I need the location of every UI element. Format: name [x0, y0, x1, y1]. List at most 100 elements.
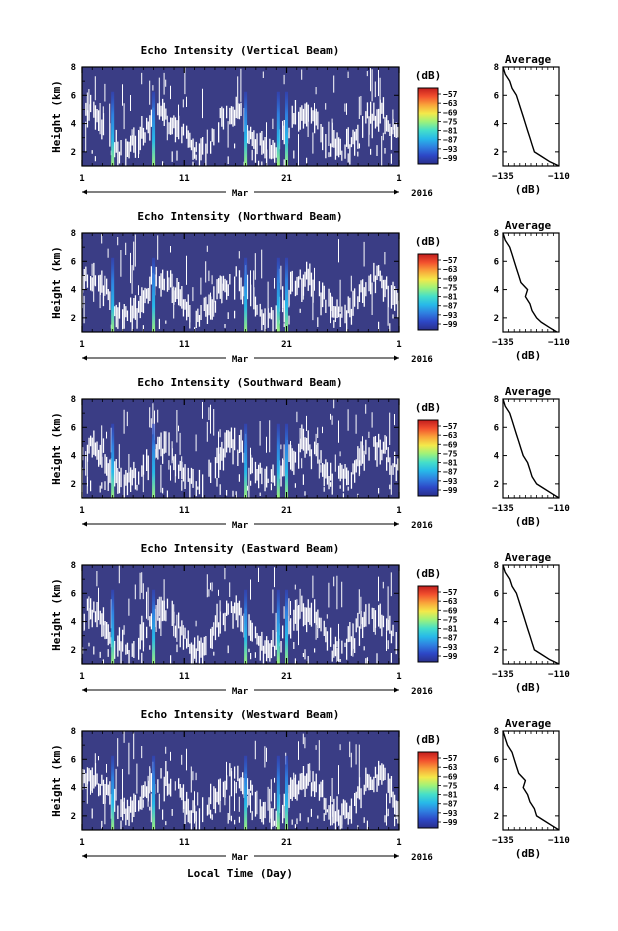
month-label-bg	[226, 519, 254, 529]
average-profile-line	[502, 730, 560, 831]
bright-echo-streak	[152, 589, 156, 664]
colorbar-tick-label: −81	[443, 127, 458, 136]
panel-title: Echo Intensity (Southward Beam)	[137, 376, 342, 389]
y-tick-label: 2	[71, 480, 76, 490]
x-ticks	[81, 233, 400, 332]
x-tick-label: 11	[179, 506, 190, 516]
colorbar-tick-label: −57	[443, 754, 458, 763]
average-y-tick-label: 8	[494, 561, 499, 571]
average-x-label: (dB)	[515, 847, 542, 860]
bright-echo-streak	[244, 589, 248, 664]
y-axis-label: Height (km)	[50, 578, 63, 651]
bright-echo-streak	[111, 755, 115, 830]
y-tick-label: 4	[71, 452, 77, 462]
average-profile-line	[502, 66, 560, 167]
average-profile: Average −135 −110 2 4 6 8 (dB)	[492, 385, 570, 528]
y-tick-label: 2	[71, 148, 76, 158]
average-y-tick-label: 6	[494, 257, 499, 267]
average-y-tick-label: 2	[494, 646, 499, 656]
colorbar-tick-label: −75	[443, 117, 458, 126]
x-tick-label: 1	[396, 340, 401, 350]
bright-echo-streak	[285, 423, 289, 498]
panel-title: Echo Intensity (Northward Beam)	[137, 210, 342, 223]
month-label-bg	[226, 187, 254, 197]
colorbar-tick-label: −99	[443, 486, 458, 495]
colorbar-tick-label: −93	[443, 311, 458, 320]
average-y-tick-label: 8	[494, 727, 499, 737]
average-y-tick-label: 4	[494, 120, 500, 130]
bright-echo-streak	[111, 257, 115, 332]
x-tick-label: 1	[79, 672, 84, 682]
bright-echo-streak	[152, 755, 156, 830]
average-y-tick-label: 6	[494, 423, 499, 433]
colorbar-tick-label: −99	[443, 320, 458, 329]
colorbar-unit: (dB)	[415, 567, 442, 580]
average-x-tick-label: −110	[548, 504, 570, 514]
average-x-tick-label: −135	[492, 338, 514, 348]
panel-3: Echo Intensity (Southward Beam)1 11 21 1Mar…	[50, 376, 570, 531]
average-profile-line	[502, 232, 558, 333]
average-x-tick-label: −135	[492, 504, 514, 514]
average-frame	[502, 730, 560, 831]
y-tick-label: 2	[71, 812, 76, 822]
colorbar-unit: (dB)	[415, 69, 442, 82]
average-x-tick-label: −110	[548, 836, 570, 846]
y-axis-label: Height (km)	[50, 80, 63, 153]
colorbar-tick-label: −69	[443, 772, 458, 781]
bright-echo-streak	[152, 257, 156, 332]
colorbar-tick-label: −63	[443, 265, 458, 274]
echo-texture	[85, 67, 399, 166]
y-tick-label: 6	[71, 257, 76, 267]
bright-echo-streak	[285, 589, 289, 664]
month-label-bg	[226, 685, 254, 695]
echo-patches	[82, 565, 399, 664]
month-arrow-left	[82, 189, 87, 195]
x-tick-label: 1	[79, 340, 84, 350]
x-ticks	[81, 731, 400, 830]
y-tick-label: 8	[71, 395, 76, 405]
panel-2: Echo Intensity (Northward Beam)1 11 21 1Mar…	[50, 210, 570, 365]
colorbar-tick-label: −57	[443, 90, 458, 99]
month-arrow-left	[82, 355, 87, 361]
x-tick-label: 1	[79, 506, 84, 516]
bright-echo-streak	[244, 91, 248, 166]
colorbar-tick-label: −81	[443, 625, 458, 634]
x-tick-label: 11	[179, 838, 190, 848]
bright-echo-streak	[276, 91, 280, 166]
average-x-tick-label: −135	[492, 836, 514, 846]
x-ticks	[81, 67, 400, 166]
average-x-label: (dB)	[515, 183, 542, 196]
echo-patches	[82, 731, 399, 830]
colorbar-tick-label: −57	[443, 588, 458, 597]
colorbar	[417, 419, 439, 497]
colorbar-tick-label: −75	[443, 615, 458, 624]
y-tick-label: 6	[71, 423, 76, 433]
bright-echo-streak	[152, 91, 156, 166]
echo-texture	[82, 565, 399, 664]
colorbar-tick-label: −57	[443, 422, 458, 431]
x-tick-label: 21	[281, 672, 292, 682]
echo-patches	[82, 399, 399, 498]
average-title: Average	[505, 385, 552, 398]
colorbar-tick-label: −93	[443, 809, 458, 818]
month-arrow-right	[394, 687, 399, 693]
echo-texture	[82, 731, 399, 830]
bright-echo-streak	[244, 257, 248, 332]
colorbar-tick-label: −87	[443, 800, 458, 809]
y-tick-label: 2	[71, 314, 76, 324]
bright-echo-streak	[244, 423, 248, 498]
colorbar-tick-label: −63	[443, 431, 458, 440]
x-tick-label: 1	[79, 174, 84, 184]
colorbar-tick-label: −99	[443, 154, 458, 163]
colorbar-tick-label: −99	[443, 652, 458, 661]
month-label-bg	[226, 851, 254, 861]
bright-echo-streak	[111, 589, 115, 664]
colorbar-tick-label: −63	[443, 597, 458, 606]
average-x-tick-label: −135	[492, 172, 514, 182]
average-profile: Average −135 −110 2 4 6 8 (dB)	[492, 53, 570, 196]
colorbar-tick-label: −69	[443, 440, 458, 449]
colorbar-tick-label: −87	[443, 302, 458, 311]
